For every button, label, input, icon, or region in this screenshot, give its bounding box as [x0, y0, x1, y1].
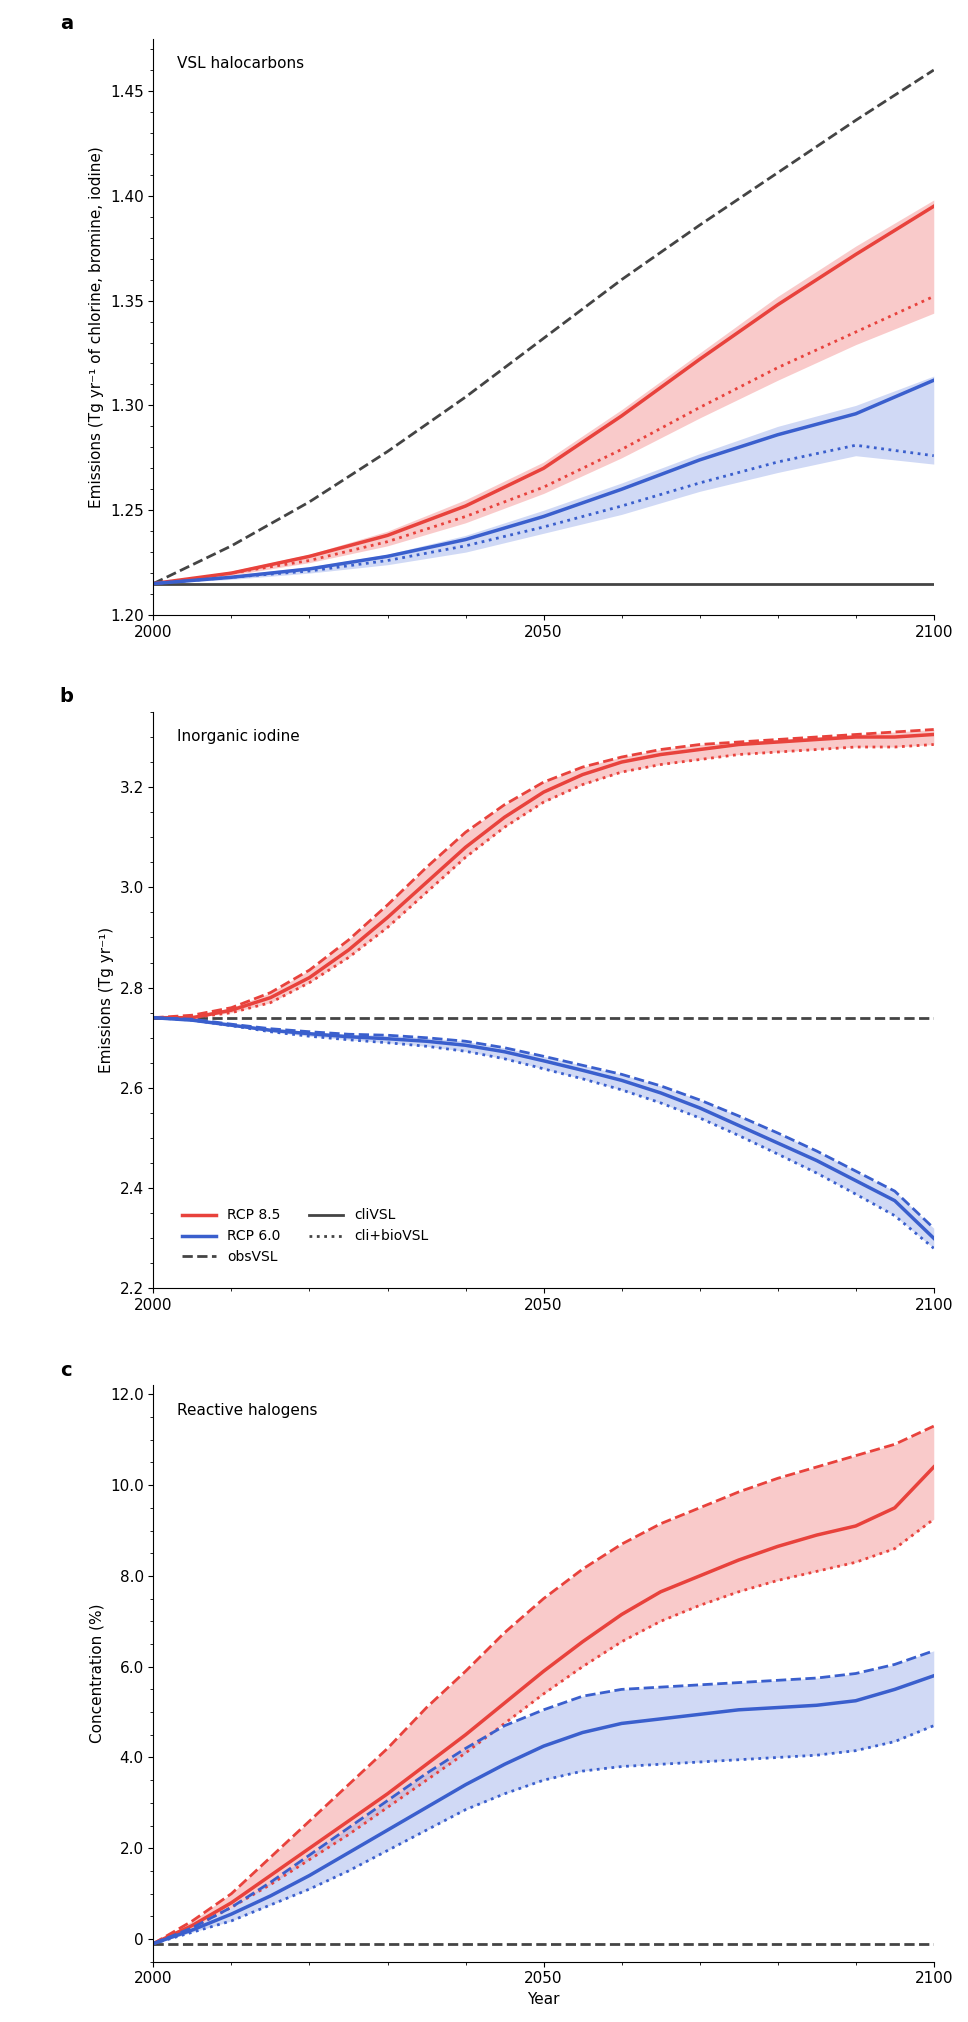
Text: a: a [60, 14, 73, 32]
Y-axis label: Concentration (%): Concentration (%) [89, 1603, 105, 1743]
Text: VSL halocarbons: VSL halocarbons [177, 57, 304, 71]
Y-axis label: Emissions (Tg yr⁻¹): Emissions (Tg yr⁻¹) [99, 928, 114, 1074]
Legend: RCP 8.5, RCP 6.0, obsVSL, cliVSL, cli+bioVSL: RCP 8.5, RCP 6.0, obsVSL, cliVSL, cli+bi… [176, 1203, 435, 1270]
Text: c: c [60, 1361, 72, 1379]
Text: Inorganic iodine: Inorganic iodine [177, 730, 299, 744]
Text: Reactive halogens: Reactive halogens [177, 1403, 318, 1417]
Text: b: b [60, 687, 74, 706]
Y-axis label: Emissions (Tg yr⁻¹ of chlorine, bromine, iodine): Emissions (Tg yr⁻¹ of chlorine, bromine,… [89, 146, 105, 508]
X-axis label: Year: Year [528, 1992, 560, 2008]
